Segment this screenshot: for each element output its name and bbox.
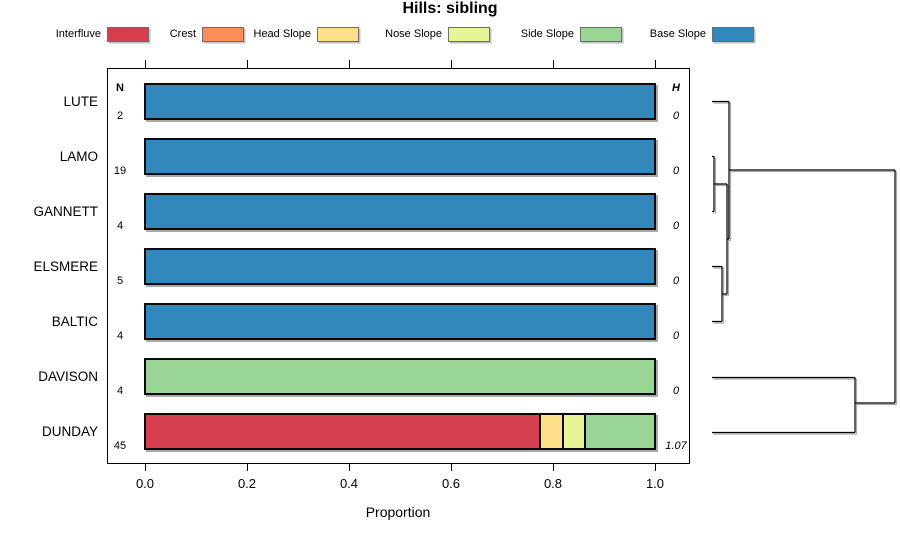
legend-swatch: [448, 27, 490, 42]
n-column-header: N: [116, 82, 124, 94]
axis-tick-top: [450, 60, 452, 68]
n-value: 19: [113, 164, 127, 177]
legend-swatch: [580, 27, 622, 42]
h-value: 0: [672, 329, 680, 342]
h-value: 1.07: [665, 439, 687, 452]
axis-tick-top: [552, 60, 554, 68]
bar-segment: [563, 415, 586, 448]
legend-label: Head Slope: [253, 28, 312, 40]
x-axis-title: Proportion: [365, 504, 431, 520]
bar-segment: [146, 140, 654, 173]
legend-swatch: [107, 27, 149, 42]
chart-title: Hills: sibling: [402, 0, 498, 17]
n-value: 2: [116, 109, 124, 122]
axis-tick-top: [246, 60, 248, 68]
bar-segment: [585, 415, 654, 448]
legend-label: Base Slope: [649, 28, 706, 40]
bar-segment: [146, 415, 542, 448]
bar-row: [144, 303, 656, 340]
axis-tick-top: [654, 60, 656, 68]
legend-label: Crest: [169, 28, 196, 40]
bar-segment: [146, 360, 654, 393]
bar-row: [144, 83, 656, 120]
n-value: 4: [116, 329, 124, 342]
row-label: DAVISON: [38, 368, 98, 384]
bar-segment: [541, 415, 564, 448]
axis-tick-label: 0.4: [339, 476, 359, 491]
row-label: GANNETT: [33, 203, 98, 219]
axis-tick-bottom: [654, 463, 656, 471]
n-value: 4: [116, 219, 124, 232]
h-value: 0: [672, 219, 680, 232]
bar-row: [144, 193, 656, 230]
n-value: 45: [113, 439, 127, 452]
dendrogram-shadow: [713, 102, 898, 435]
h-value: 0: [672, 384, 680, 397]
axis-tick-bottom: [552, 463, 554, 471]
axis-tick-top: [144, 60, 146, 68]
axis-tick-bottom: [144, 463, 146, 471]
row-label: LAMO: [59, 148, 98, 164]
axis-tick-label: 0.0: [135, 476, 155, 491]
bar-row: [144, 138, 656, 175]
plot-area: [107, 68, 690, 464]
axis-tick-label: 1.0: [645, 476, 665, 491]
dendrogram-path: [712, 100, 896, 434]
axis-tick-label: 0.2: [237, 476, 257, 491]
legend-swatch: [712, 27, 754, 42]
h-value: 0: [672, 274, 680, 287]
bar-segment: [146, 195, 654, 228]
legend-swatch: [202, 27, 244, 42]
h-value: 0: [672, 109, 680, 122]
n-value: 4: [116, 384, 124, 397]
bar-segment: [146, 85, 654, 118]
h-column-header: H: [672, 82, 680, 94]
legend-label: Nose Slope: [385, 28, 442, 40]
axis-tick-bottom: [450, 463, 452, 471]
h-value: 0: [672, 164, 680, 177]
axis-tick-label: 0.6: [441, 476, 461, 491]
bar-row: [144, 248, 656, 285]
bar-row: [144, 413, 656, 450]
axis-tick-label: 0.8: [543, 476, 563, 491]
row-label: DUNDAY: [41, 423, 98, 439]
legend-swatch: [317, 27, 359, 42]
legend-label: Side Slope: [520, 28, 574, 40]
row-label: ELSMERE: [33, 258, 98, 274]
legend-label: Interfluve: [55, 28, 101, 40]
axis-tick-bottom: [348, 463, 350, 471]
bar-segment: [146, 305, 654, 338]
row-label: BALTIC: [51, 313, 98, 329]
row-label: LUTE: [63, 93, 98, 109]
axis-tick-top: [348, 60, 350, 68]
bar-row: [144, 358, 656, 395]
n-value: 5: [116, 274, 124, 287]
axis-tick-bottom: [246, 463, 248, 471]
bar-segment: [146, 250, 654, 283]
